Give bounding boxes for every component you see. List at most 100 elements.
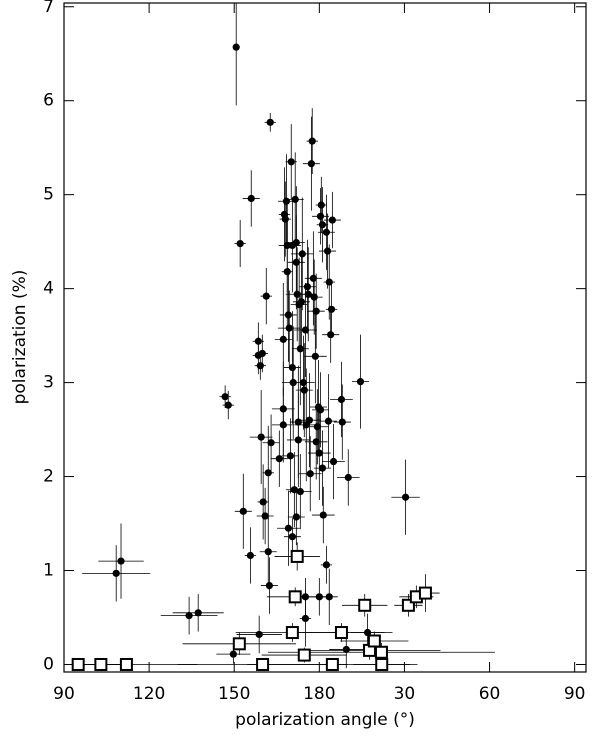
x-tick-label: 150 xyxy=(218,684,250,704)
circle-point xyxy=(292,258,300,266)
circle-point xyxy=(316,406,325,414)
circle-point xyxy=(338,418,346,426)
circle-point xyxy=(323,247,332,255)
circle-point xyxy=(290,486,298,494)
y-tick-label: 2 xyxy=(43,467,54,487)
y-tick-label: 5 xyxy=(43,185,54,205)
circle-point xyxy=(261,512,269,520)
circle-point xyxy=(304,290,312,298)
circle-point xyxy=(292,238,300,247)
circle-point xyxy=(267,439,275,447)
circle-point xyxy=(301,614,310,623)
circle-point xyxy=(329,457,338,466)
circle-point xyxy=(306,470,314,478)
y-axis-title: polarization (%) xyxy=(10,270,30,405)
x-tick-label: 180 xyxy=(303,684,335,704)
circle-point xyxy=(325,278,333,286)
circle-point xyxy=(317,201,325,209)
circle-point xyxy=(294,436,302,444)
circle-point xyxy=(275,455,283,463)
x-axis-title: polarization angle (°) xyxy=(235,710,415,730)
circle-point xyxy=(286,452,294,460)
circle-point xyxy=(264,548,272,556)
circle-point xyxy=(258,349,266,358)
circle-point xyxy=(264,469,272,477)
circle-point xyxy=(284,524,293,532)
square-point xyxy=(374,645,388,659)
square-point xyxy=(297,648,311,662)
circle-point xyxy=(294,418,302,426)
circle-point xyxy=(344,473,352,482)
x-tick-label: 90 xyxy=(53,684,75,704)
square-point xyxy=(290,549,304,563)
circle-point xyxy=(287,158,295,166)
circle-point xyxy=(318,464,327,472)
circle-point xyxy=(279,405,287,413)
circle-point xyxy=(305,416,313,424)
circle-point xyxy=(185,612,193,620)
circle-point xyxy=(312,438,320,446)
plot-frame xyxy=(63,2,587,673)
circle-point xyxy=(283,268,291,276)
y-tick-label: 7 xyxy=(43,0,54,17)
circle-point xyxy=(239,507,247,515)
circle-point xyxy=(328,216,336,224)
circle-point xyxy=(327,305,336,313)
circle-point xyxy=(288,363,296,372)
circle-point xyxy=(246,551,254,560)
circle-point xyxy=(221,393,229,401)
circle-point xyxy=(236,239,244,248)
circle-point xyxy=(257,433,265,441)
square-point xyxy=(367,634,381,648)
square-point xyxy=(334,626,348,640)
square-point xyxy=(375,657,389,671)
circle-point xyxy=(310,293,318,301)
circle-point xyxy=(318,221,327,229)
circle-point xyxy=(262,292,270,300)
circle-point xyxy=(311,352,319,360)
circle-point xyxy=(327,331,335,339)
circle-point xyxy=(224,401,232,409)
circle-point xyxy=(281,215,289,223)
circle-point xyxy=(308,137,316,145)
circle-point xyxy=(324,417,333,425)
circle-point xyxy=(265,581,273,590)
circle-point xyxy=(319,511,327,519)
circle-point xyxy=(307,160,315,168)
circle-point xyxy=(247,194,255,203)
y-tick-label: 1 xyxy=(43,561,54,581)
circle-point xyxy=(299,379,308,387)
circle-point xyxy=(112,569,120,577)
square-point xyxy=(285,626,299,640)
circle-point xyxy=(256,362,264,370)
square-point xyxy=(325,657,339,671)
circle-point xyxy=(266,118,274,126)
circle-point xyxy=(316,212,325,220)
circle-point xyxy=(309,274,317,282)
circle-point xyxy=(356,378,365,386)
circle-point xyxy=(259,498,267,506)
circle-point xyxy=(342,645,350,654)
x-tick-label: 90 xyxy=(564,684,586,704)
circle-point xyxy=(296,345,304,353)
circle-point xyxy=(194,609,202,617)
y-tick-label: 3 xyxy=(43,373,54,393)
circle-point xyxy=(300,386,308,394)
circle-point xyxy=(288,533,296,541)
circle-point xyxy=(289,379,297,387)
square-point xyxy=(71,657,85,671)
circle-point xyxy=(322,561,331,569)
circle-point xyxy=(279,335,287,343)
circle-point xyxy=(292,513,300,521)
x-tick-label: 30 xyxy=(394,684,416,704)
circle-point xyxy=(285,324,293,332)
y-tick-label: 6 xyxy=(43,91,54,111)
square-point xyxy=(288,590,302,604)
circle-point xyxy=(284,311,293,319)
square-point xyxy=(418,586,432,600)
circle-point xyxy=(232,43,240,51)
square-point xyxy=(358,598,372,612)
circle-point xyxy=(255,630,263,639)
square-point xyxy=(94,657,108,671)
circle-point xyxy=(291,195,299,203)
